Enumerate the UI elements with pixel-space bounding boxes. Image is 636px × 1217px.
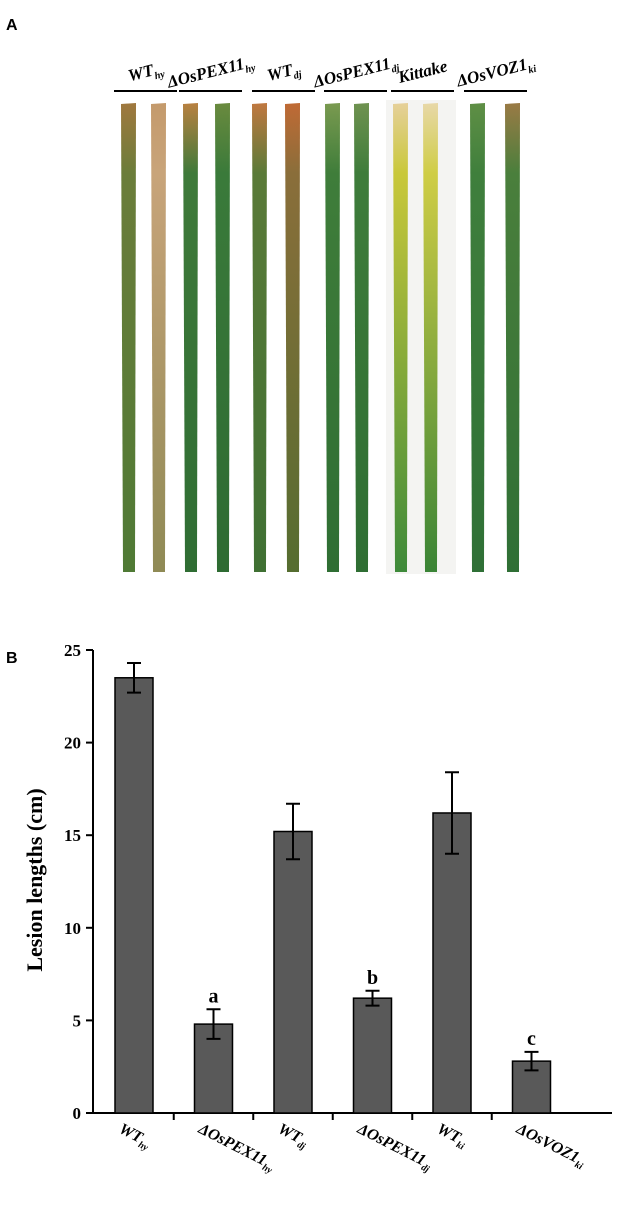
leaf: [505, 103, 520, 572]
bar: [114, 677, 154, 1114]
leaf-group-label-sub: hy: [154, 69, 167, 82]
bar: [273, 830, 313, 1114]
leaf: [470, 103, 485, 572]
y-tick-label: 5: [73, 1011, 82, 1030]
error-bar: [127, 661, 141, 694]
leaf-group-label-main: ΔOsPEX11: [310, 54, 392, 92]
error-bar: [524, 1050, 539, 1072]
x-tick-label-main: ΔOsVOZ1: [513, 1120, 582, 1166]
leaf: [121, 103, 136, 572]
bar: [352, 997, 393, 1114]
leaf-group-label-sub: hy: [244, 62, 257, 75]
x-tick-label: WThy: [115, 1120, 155, 1153]
leaf-group-label: ΔOsPEX11hy: [164, 52, 257, 95]
leaf-group-label-sub: ki: [527, 64, 538, 77]
panel-label: A: [6, 17, 18, 34]
error-bar: [445, 771, 459, 855]
x-tick-label-sub: dj: [419, 1162, 431, 1175]
leaf: [252, 103, 267, 572]
y-tick-label: 25: [64, 641, 81, 660]
leaf: [354, 103, 369, 572]
leaf-group-label-main: ΔOsVOZ1: [454, 55, 529, 91]
x-tick-label-sub: ki: [454, 1139, 466, 1152]
significance-letter: b: [367, 967, 378, 989]
x-tick-label-sub: dj: [295, 1139, 307, 1152]
x-tick-label: WTdj: [274, 1120, 311, 1152]
x-tick-label: ΔOsPEX11hy: [193, 1120, 278, 1177]
leaf-group-label-main: WT: [265, 60, 295, 85]
y-tick-label: 20: [64, 734, 81, 753]
leaf-group-label-sub: dj: [390, 63, 401, 76]
leaf-group-label: ΔOsPEX11dj: [310, 52, 401, 95]
x-tick-label-main: ΔOsPEX11: [354, 1120, 429, 1169]
leaf-group-label-main: ΔOsPEX11: [164, 54, 246, 92]
x-tick-label: ΔOsVOZ1ki: [511, 1120, 588, 1173]
leaf: [325, 103, 340, 572]
x-tick-label-sub: ki: [573, 1159, 585, 1172]
leaf-group-label-main: Kittake: [395, 56, 450, 87]
significance-letter: a: [209, 985, 219, 1007]
leaf-group-label: Kittake: [395, 56, 450, 87]
x-tick-label-main: ΔOsPEX11: [195, 1120, 270, 1169]
leaf: [285, 103, 300, 572]
x-tick-label: WTki: [433, 1120, 470, 1152]
leaf: [151, 103, 166, 572]
error-bar: [206, 1008, 221, 1040]
y-tick-label: 10: [64, 919, 81, 938]
leaf-group-label: WTdj: [265, 58, 303, 88]
y-tick-label: 0: [73, 1104, 82, 1123]
panel-label: B: [6, 650, 18, 667]
significance-letter: c: [527, 1028, 536, 1050]
leaf-group-label-main: WT: [126, 60, 156, 85]
x-tick-label: ΔOsPEX11dj: [352, 1120, 435, 1175]
y-tick-label: 15: [64, 826, 81, 845]
error-bar: [286, 802, 300, 861]
leaf-group-label: WThy: [126, 58, 166, 88]
leaf-group-label: ΔOsVOZ1ki: [454, 53, 538, 94]
leaf: [215, 103, 230, 572]
error-bar: [365, 989, 380, 1007]
y-axis-label: Lesion lengths (cm): [22, 788, 47, 971]
leaf: [393, 103, 408, 572]
leaf: [423, 103, 438, 572]
leaf: [183, 103, 198, 572]
leaf-group-label-sub: dj: [293, 69, 304, 82]
bar: [432, 812, 472, 1114]
